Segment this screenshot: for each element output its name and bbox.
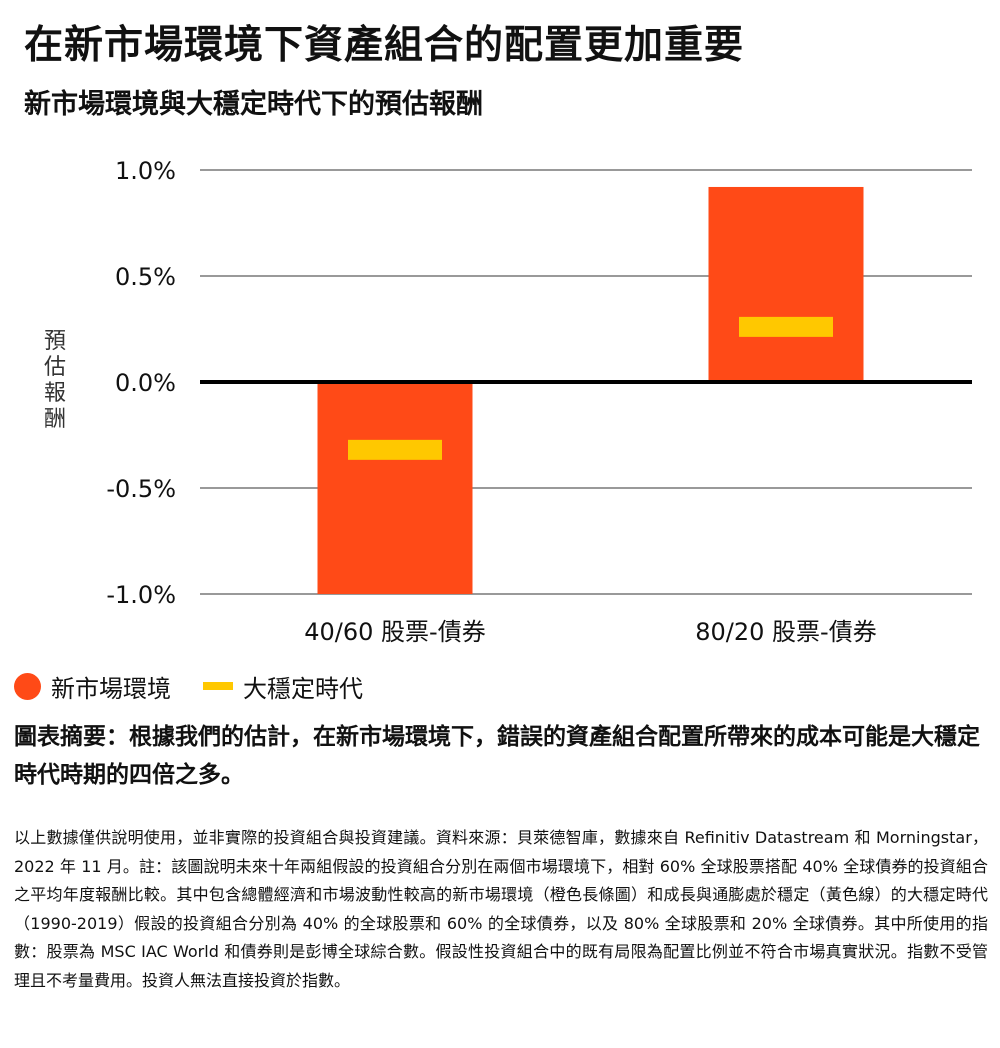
bar-new-market bbox=[708, 186, 864, 382]
legend-great-moderation-swatch bbox=[203, 682, 233, 690]
markers bbox=[348, 316, 833, 460]
page-title: 在新市場環境下資產組合的配置更加重要 bbox=[24, 23, 745, 68]
bars bbox=[317, 186, 864, 594]
y-tick-labels: 1.0% 0.5% 0.0% -0.5% -1.0% bbox=[106, 157, 176, 609]
y-tick-label: 0.5% bbox=[115, 263, 176, 291]
y-tick-label: 1.0% bbox=[115, 157, 176, 185]
x-tick-label: 40/60 股票-債券 bbox=[304, 618, 485, 646]
y-tick-label: 0.0% bbox=[115, 369, 176, 397]
chart-subtitle: 新市場環境與大穩定時代下的預估報酬 bbox=[24, 89, 483, 120]
y-tick-label: -1.0% bbox=[106, 581, 176, 609]
x-tick-labels: 40/60 股票-債券 80/20 股票-債券 bbox=[304, 618, 876, 646]
y-tick-label: -0.5% bbox=[106, 475, 176, 503]
legend-new-market-swatch bbox=[14, 672, 41, 700]
bar-new-market bbox=[317, 382, 473, 594]
marker-great-moderation bbox=[739, 316, 833, 337]
legend-new-market-label: 新市場環境 bbox=[51, 674, 171, 703]
x-tick-label: 80/20 股票-債券 bbox=[695, 618, 876, 646]
marker-great-moderation bbox=[348, 439, 442, 460]
legend-great-moderation-label: 大穩定時代 bbox=[243, 674, 363, 703]
chart-summary: 圖表摘要：根據我們的估計，在新市場環境下，錯誤的資產組合配置所帶來的成本可能是大… bbox=[14, 724, 980, 788]
y-axis-label: 預估報酬 bbox=[44, 329, 66, 432]
footnote: 以上數據僅供說明使用，並非實際的投資組合與投資建議。資料來源：貝萊德智庫，數據來… bbox=[14, 828, 988, 990]
bar-chart: 1.0% 0.5% 0.0% -0.5% -1.0% 40/60 股票-債券 80/20 … bbox=[44, 157, 972, 646]
legend: 新市場環境 大穩定時代 bbox=[14, 668, 363, 704]
